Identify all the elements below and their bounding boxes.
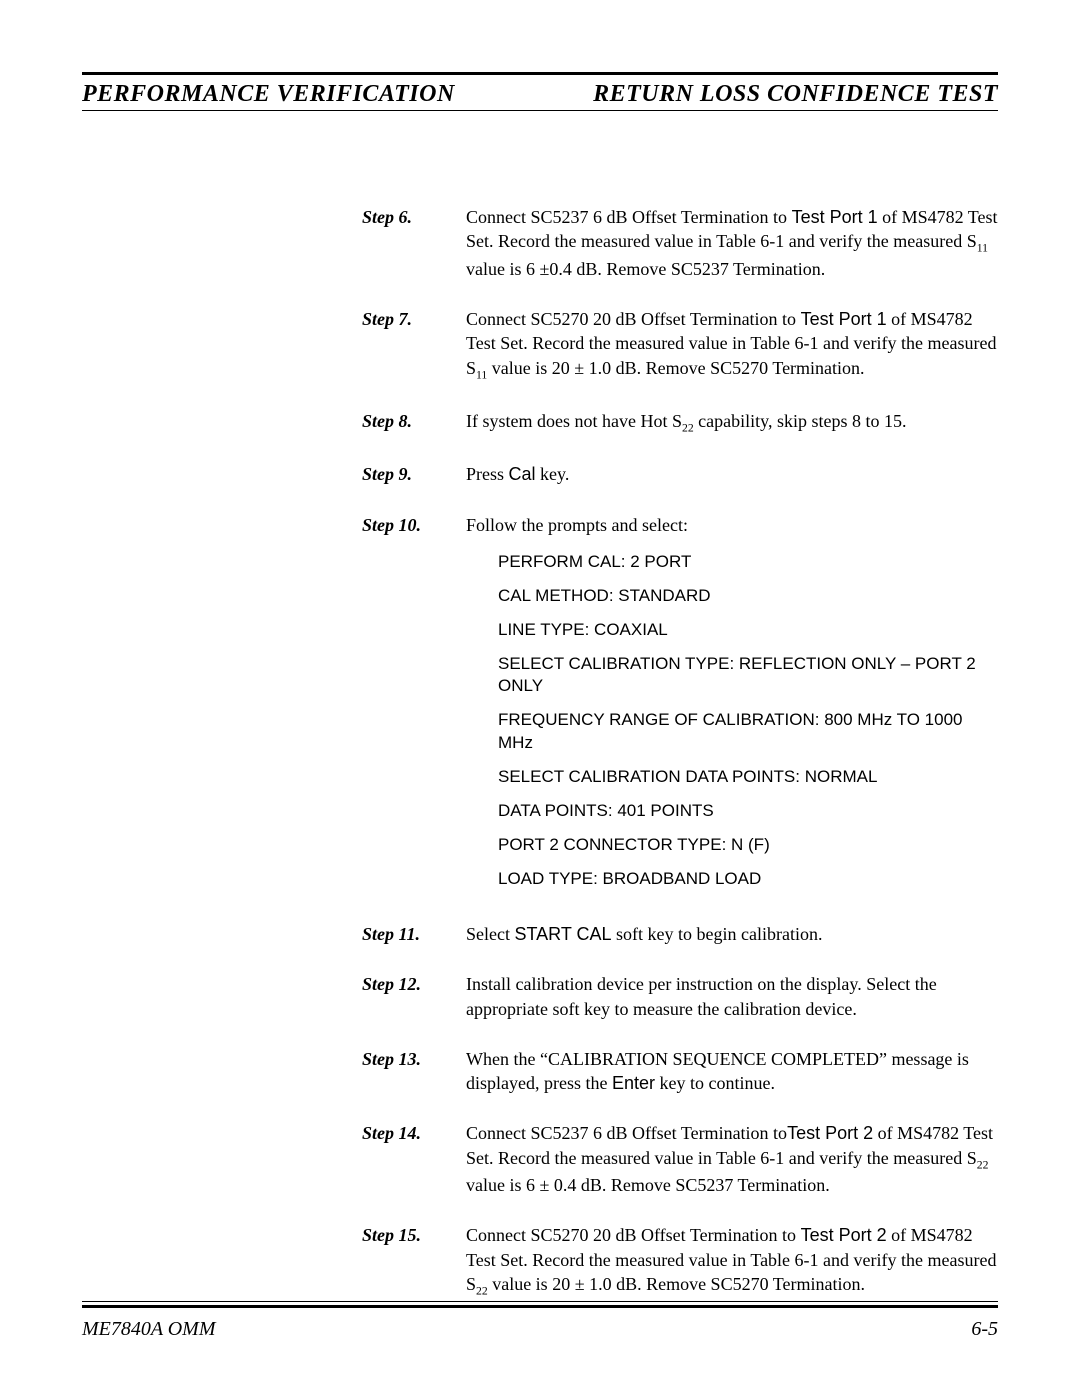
step-row: Step 9. Press Cal key. — [362, 462, 998, 492]
step-text: Follow the prompts and select: — [466, 513, 998, 537]
calibration-option-list: PERFORM CAL: 2 PORT CAL METHOD: STANDARD L… — [498, 551, 998, 890]
step-body: If system does not have Hot S22 capabili… — [466, 409, 998, 442]
step-body: Follow the prompts and select: PERFORM CA… — [466, 513, 998, 902]
step-label: Step 6. — [362, 205, 444, 287]
step-label: Step 13. — [362, 1047, 444, 1102]
step-label: Step 8. — [362, 409, 444, 442]
steps-container: Step 6. Connect SC5237 6 dB Offset Termin… — [362, 205, 998, 1305]
calibration-option: LOAD TYPE: BROADBAND LOAD — [498, 868, 998, 890]
footer-right: 6-5 — [971, 1318, 998, 1341]
calibration-option: PORT 2 CONNECTOR TYPE: N (F) — [498, 834, 998, 856]
step-text: Press Cal key. — [466, 462, 998, 486]
step-row: Step 12. Install calibration device per i… — [362, 972, 998, 1027]
footer-rule-bottom — [82, 1305, 998, 1308]
step-body: Select START CAL soft key to begin calib… — [466, 922, 998, 952]
page-header: PERFORMANCE VERIFICATION RETURN LOSS CON… — [82, 79, 998, 110]
header-left: PERFORMANCE VERIFICATION — [82, 81, 455, 108]
step-text: Connect SC5270 20 dB Offset Termination … — [466, 307, 998, 383]
step-text: Connect SC5270 20 dB Offset Termination … — [466, 1223, 998, 1299]
step-row: Step 15. Connect SC5270 20 dB Offset Term… — [362, 1223, 998, 1305]
step-row: Step 10. Follow the prompts and select: PE… — [362, 513, 998, 902]
calibration-option: FREQUENCY RANGE OF CALIBRATION: 800 MHz … — [498, 709, 998, 753]
calibration-option: SELECT CALIBRATION TYPE: REFLECTION ONLY… — [498, 653, 998, 697]
header-right: RETURN LOSS CONFIDENCE TEST — [593, 81, 998, 108]
step-body: Connect SC5270 20 dB Offset Termination … — [466, 1223, 998, 1305]
step-label: Step 11. — [362, 922, 444, 952]
step-label: Step 12. — [362, 972, 444, 1027]
step-body: Connect SC5270 20 dB Offset Termination … — [466, 307, 998, 389]
header-rule-top — [82, 72, 998, 75]
step-label: Step 7. — [362, 307, 444, 389]
step-text: If system does not have Hot S22 capabili… — [466, 409, 998, 436]
step-text: Install calibration device per instructi… — [466, 972, 998, 1021]
calibration-option: DATA POINTS: 401 POINTS — [498, 800, 998, 822]
step-body: Press Cal key. — [466, 462, 998, 492]
step-body: Connect SC5237 6 dB Offset Termination t… — [466, 205, 998, 287]
step-row: Step 13. When the “CALIBRATION SEQUENCE C… — [362, 1047, 998, 1102]
step-text: Connect SC5237 6 dB Offset Termination t… — [466, 205, 998, 281]
page-footer: ME7840A OMM 6-5 — [82, 1301, 998, 1341]
step-row: Step 8. If system does not have Hot S22 c… — [362, 409, 998, 442]
step-row: Step 7. Connect SC5270 20 dB Offset Termi… — [362, 307, 998, 389]
step-text: Select START CAL soft key to begin calib… — [466, 922, 998, 946]
step-label: Step 10. — [362, 513, 444, 902]
footer-rule-top — [82, 1301, 998, 1302]
step-row: Step 6. Connect SC5237 6 dB Offset Termin… — [362, 205, 998, 287]
step-text: When the “CALIBRATION SEQUENCE COMPLETED… — [466, 1047, 998, 1096]
calibration-option: SELECT CALIBRATION DATA POINTS: NORMAL — [498, 766, 998, 788]
step-text: Connect SC5237 6 dB Offset Termination t… — [466, 1121, 998, 1197]
step-label: Step 15. — [362, 1223, 444, 1305]
step-label: Step 9. — [362, 462, 444, 492]
step-body: When the “CALIBRATION SEQUENCE COMPLETED… — [466, 1047, 998, 1102]
calibration-option: CAL METHOD: STANDARD — [498, 585, 998, 607]
step-label: Step 14. — [362, 1121, 444, 1203]
step-row: Step 11. Select START CAL soft key to beg… — [362, 922, 998, 952]
footer-left: ME7840A OMM — [82, 1318, 216, 1341]
step-row: Step 14. Connect SC5237 6 dB Offset Termi… — [362, 1121, 998, 1203]
calibration-option: LINE TYPE: COAXIAL — [498, 619, 998, 641]
header-rule-bottom — [82, 110, 998, 111]
step-body: Install calibration device per instructi… — [466, 972, 998, 1027]
step-body: Connect SC5237 6 dB Offset Termination t… — [466, 1121, 998, 1203]
calibration-option: PERFORM CAL: 2 PORT — [498, 551, 998, 573]
